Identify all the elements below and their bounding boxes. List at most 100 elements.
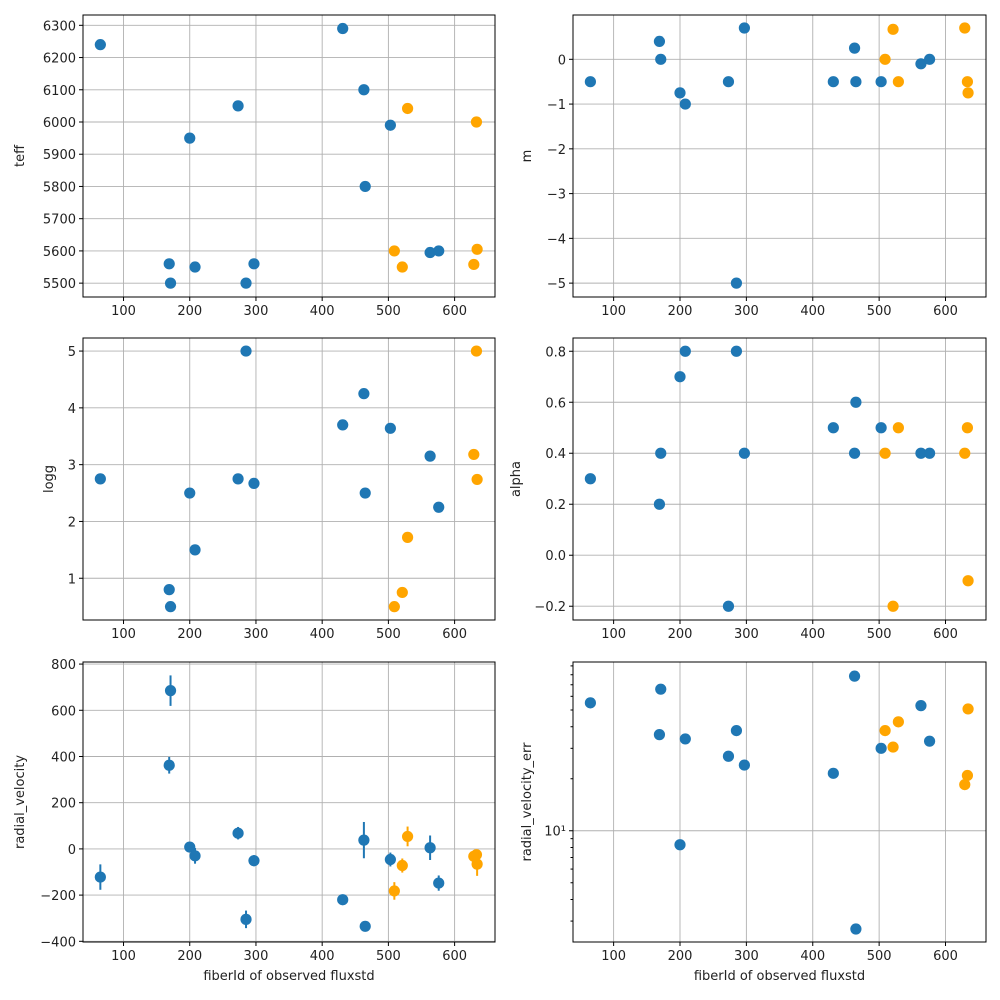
x-tick-label: 300 xyxy=(244,627,269,642)
blue-point xyxy=(848,670,861,682)
x-tick-label: 200 xyxy=(177,627,202,642)
blue-point xyxy=(655,683,667,695)
x-tick-label: 400 xyxy=(310,949,335,964)
blue-point xyxy=(915,58,927,70)
teff-panel: 100 200 300 400 500 600 5500 5600 5700 5800 5900 60… xyxy=(13,14,496,319)
y-tick-label: 6200 xyxy=(43,52,76,67)
m-panel: 100 200 300 400 500 600 −5 −4 −3 −2 −1 0 m xyxy=(520,14,987,319)
y-axis-label: radial_velocity xyxy=(13,755,28,849)
blue-point xyxy=(359,180,371,193)
y-tick-label: −3 xyxy=(547,188,566,203)
blue-point xyxy=(584,697,596,709)
y-tick-label: 5 xyxy=(68,345,76,360)
blue-point xyxy=(850,923,862,935)
x-tick-label: 400 xyxy=(800,304,825,319)
axes-frame xyxy=(82,337,496,621)
radial-velocity-err-panel: 100 200 300 400 500 600 10¹ radial_velocity_err… xyxy=(520,661,987,984)
blue-point xyxy=(674,839,686,851)
x-tick-label: 500 xyxy=(867,949,892,964)
x-tick-label: 600 xyxy=(933,304,958,319)
x-tick-label: 300 xyxy=(734,304,759,319)
blue-point xyxy=(875,76,887,88)
orange-point xyxy=(879,447,891,459)
blue-point xyxy=(94,871,106,883)
blue-point xyxy=(337,22,349,35)
y-tick-label: −1 xyxy=(547,98,566,113)
y-tick-label: 1 xyxy=(68,572,76,587)
blue-point xyxy=(184,487,196,499)
x-tick-label: 100 xyxy=(111,304,136,319)
y-tick-label: −4 xyxy=(547,232,566,247)
blue-point xyxy=(189,544,201,556)
y-axis-label: radial_velocity_err xyxy=(520,742,535,862)
blue-point xyxy=(730,345,743,357)
x-tick-label: 300 xyxy=(244,949,269,964)
x-tick-label: 200 xyxy=(177,949,202,964)
blue-point xyxy=(164,601,177,613)
blue-point xyxy=(359,920,371,932)
blue-point xyxy=(679,345,691,357)
y-tick-label: 5900 xyxy=(43,148,76,163)
axes-frame xyxy=(82,661,496,943)
orange-point xyxy=(887,741,899,753)
orange-point xyxy=(879,53,891,65)
blue-point xyxy=(248,477,260,490)
y-tick-label: −0.2 xyxy=(534,600,566,615)
orange-point xyxy=(961,422,974,434)
blue-point xyxy=(850,396,862,408)
y-axis-label: alpha xyxy=(509,461,524,497)
orange-point xyxy=(468,448,480,461)
y-tick-label: 600 xyxy=(51,704,76,719)
blue-point xyxy=(232,827,244,839)
x-tick-label: 200 xyxy=(668,627,693,642)
y-tick-label: 6300 xyxy=(43,19,76,34)
blue-point xyxy=(679,733,691,745)
blue-point xyxy=(248,258,260,270)
y-tick-label: 6100 xyxy=(43,84,76,99)
y-tick-label: 800 xyxy=(51,658,76,673)
blue-point xyxy=(433,877,445,889)
blue-point xyxy=(722,76,735,88)
x-tick-label: 500 xyxy=(376,627,401,642)
blue-point xyxy=(359,487,371,499)
blue-point xyxy=(738,447,750,459)
orange-point xyxy=(388,885,400,897)
blue-point xyxy=(584,76,596,88)
blue-point xyxy=(164,685,177,697)
x-tick-label: 600 xyxy=(442,949,467,964)
orange-point xyxy=(962,575,974,587)
orange-point xyxy=(471,473,483,486)
orange-point xyxy=(959,22,971,34)
blue-point xyxy=(674,371,686,383)
orange-point xyxy=(959,447,971,459)
orange-point xyxy=(470,116,483,128)
y-tick-label: 0 xyxy=(68,843,76,858)
blue-point xyxy=(738,22,750,34)
blue-point xyxy=(730,724,743,737)
blue-point xyxy=(653,729,666,741)
y-tick-label: 5800 xyxy=(43,180,76,195)
orange-point xyxy=(961,769,974,782)
orange-point xyxy=(962,87,974,99)
y-tick-label: −200 xyxy=(40,889,76,904)
y-tick-label: −5 xyxy=(547,277,566,292)
alpha-panel: 100 200 300 400 500 600 −0.2 0.0 0.2 0.4 0.6 0.8 alp… xyxy=(509,337,987,642)
blue-point xyxy=(875,422,887,434)
blue-point xyxy=(358,388,370,400)
blue-point xyxy=(358,834,370,846)
blue-point xyxy=(189,261,201,273)
orange-point xyxy=(892,422,904,434)
x-tick-label: 100 xyxy=(111,627,136,642)
blue-point xyxy=(848,447,861,459)
blue-point xyxy=(850,76,862,88)
x-tick-label: 200 xyxy=(668,949,693,964)
blue-point xyxy=(923,735,936,747)
orange-point xyxy=(388,601,400,613)
orange-point xyxy=(892,716,904,728)
y-axis-label: teff xyxy=(13,144,28,167)
y-tick-label: 0.8 xyxy=(545,345,566,360)
orange-point xyxy=(401,531,414,543)
blue-point xyxy=(94,473,106,485)
x-axis-label: fiberId of observed fluxstd xyxy=(694,969,865,984)
